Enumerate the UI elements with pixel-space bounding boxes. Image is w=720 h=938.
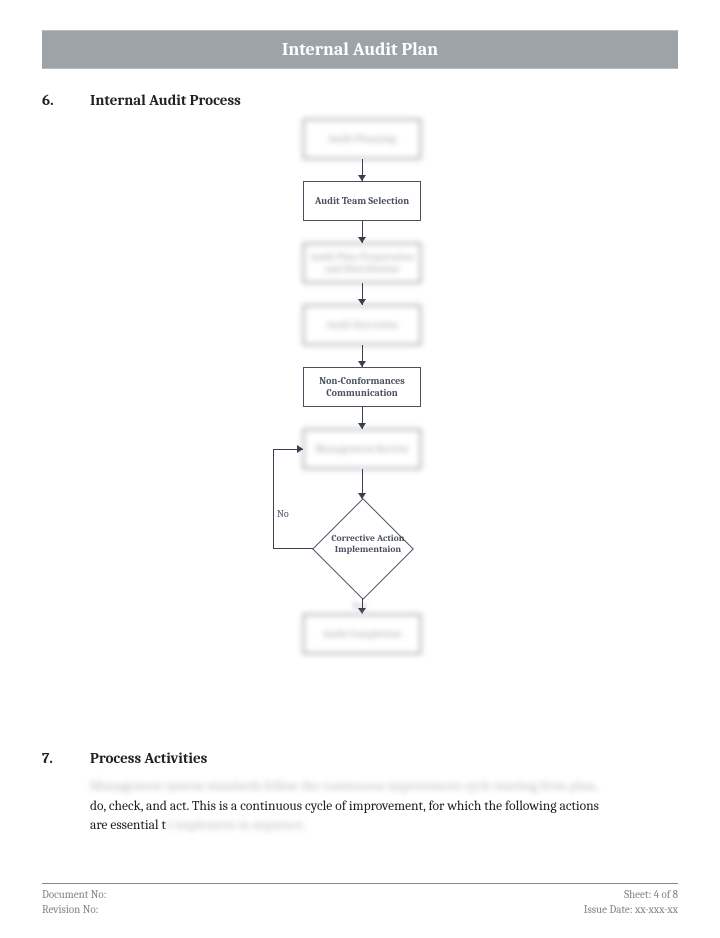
arrow-head-icon bbox=[358, 361, 366, 367]
body-blur-lead: Management system standards follow the c… bbox=[90, 779, 598, 794]
footer-issue-date: Issue Date: xx-xxx-xx bbox=[584, 903, 678, 918]
arrow-head-icon bbox=[297, 445, 303, 453]
footer-right: Sheet: 4 of 8 Issue Date: xx-xxx-xx bbox=[584, 888, 678, 918]
body-line-3a: are essential t bbox=[90, 818, 166, 833]
flow-node-5: Management Review bbox=[303, 429, 421, 469]
footer-left: Document No: Revision No: bbox=[42, 888, 107, 918]
page-footer: Document No: Revision No: Sheet: 4 of 8 … bbox=[42, 883, 678, 918]
section-7-header: 7. Process Activities bbox=[42, 749, 678, 767]
flow-node-0: Audit Planning bbox=[303, 119, 421, 159]
footer-rev-no: Revision No: bbox=[42, 903, 107, 918]
flow-node-2: Audit Plan Preparation and Distribution bbox=[303, 243, 421, 283]
footer-doc-no: Document No: bbox=[42, 888, 107, 903]
flowchart-area: Audit Planning Audit Team Selection Audit … bbox=[42, 119, 678, 739]
section-6-number: 6. bbox=[42, 91, 90, 109]
body-blur-tail: o implement in sequence. bbox=[166, 818, 306, 833]
arrow-head-icon bbox=[358, 175, 366, 181]
footer-sheet: Sheet: 4 of 8 bbox=[584, 888, 678, 903]
arrow-head-icon bbox=[358, 423, 366, 429]
arrow-head-icon bbox=[358, 237, 366, 243]
section-7-title: Process Activities bbox=[90, 749, 207, 767]
section-6-title: Internal Audit Process bbox=[90, 91, 241, 109]
flow-decision-label: Corrective Action Implementaion bbox=[323, 534, 413, 556]
section-7-body: Management system standards follow the c… bbox=[90, 777, 678, 836]
flow-decision-diamond: Corrective Action Implementaion bbox=[312, 499, 414, 601]
section-7-number: 7. bbox=[42, 749, 90, 767]
flow-node-1: Audit Team Selection bbox=[303, 181, 421, 221]
flow-node-4: Non-Conformances Communication bbox=[303, 367, 421, 407]
flow-node-3: Audit Execution bbox=[303, 305, 421, 345]
flow-no-label: No bbox=[277, 508, 289, 520]
page-title-bar: Internal Audit Plan bbox=[42, 30, 678, 69]
body-line-2: do, check, and act. This is a continuous… bbox=[90, 799, 599, 814]
arrow-head-icon bbox=[358, 299, 366, 305]
section-6-header: 6. Internal Audit Process bbox=[42, 91, 678, 109]
flow-connector bbox=[273, 548, 313, 549]
flow-connector bbox=[273, 449, 274, 548]
flow-node-final: Audit Completion bbox=[303, 614, 421, 654]
